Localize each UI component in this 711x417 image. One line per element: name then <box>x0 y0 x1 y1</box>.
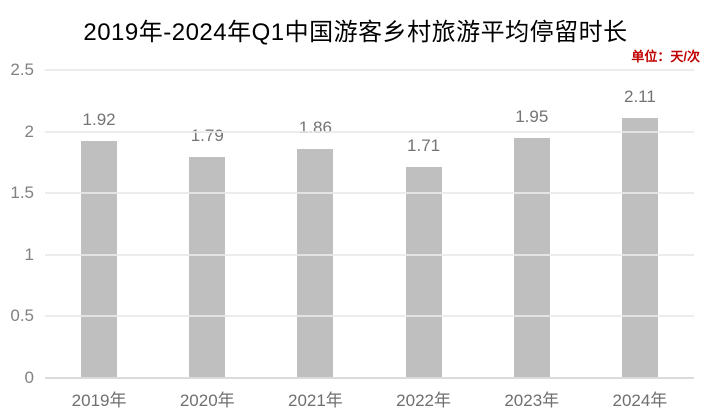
bar <box>621 118 658 378</box>
chart-title: 2019年-2024年Q1中国游客乡村旅游平均停留时长 <box>83 19 628 46</box>
gridline <box>45 315 694 318</box>
x-axis-category-label: 2021年 <box>287 391 343 410</box>
bar-value-label: 1.92 <box>82 110 116 130</box>
x-axis-category-label: 2023年 <box>504 391 560 410</box>
gridline <box>45 69 694 71</box>
x-axis-category-label: 2019年 <box>71 391 127 410</box>
bar-value-label: 2.11 <box>623 87 656 107</box>
bar-value-label: 1.95 <box>515 106 549 126</box>
bar-value-label: 1.79 <box>190 126 224 146</box>
bar <box>189 157 226 378</box>
bar <box>405 167 442 378</box>
gridline <box>45 253 694 256</box>
y-axis-tick-label: 0 <box>24 368 34 387</box>
bar-value-label: 1.86 <box>298 117 332 137</box>
x-axis-category-label: 2022年 <box>396 391 451 410</box>
gridline <box>45 130 694 133</box>
unit-label: 单位：天/次 <box>631 49 700 64</box>
y-axis-tick-label: 1 <box>24 244 34 264</box>
gridline <box>45 192 694 195</box>
x-axis-category-label: 2020年 <box>179 391 235 410</box>
y-axis-tick-label: 0.5 <box>10 306 34 326</box>
y-axis-tick-label: 1.5 <box>10 183 34 203</box>
x-axis-line <box>45 377 694 379</box>
bar-value-label: 1.71 <box>407 136 441 156</box>
y-axis-tick-label: 2.5 <box>10 60 34 79</box>
bar <box>513 137 550 378</box>
x-axis-category-label: 2024年 <box>612 391 668 410</box>
bar <box>297 148 334 378</box>
bar <box>81 141 118 378</box>
y-axis-tick-label: 2 <box>24 121 34 141</box>
